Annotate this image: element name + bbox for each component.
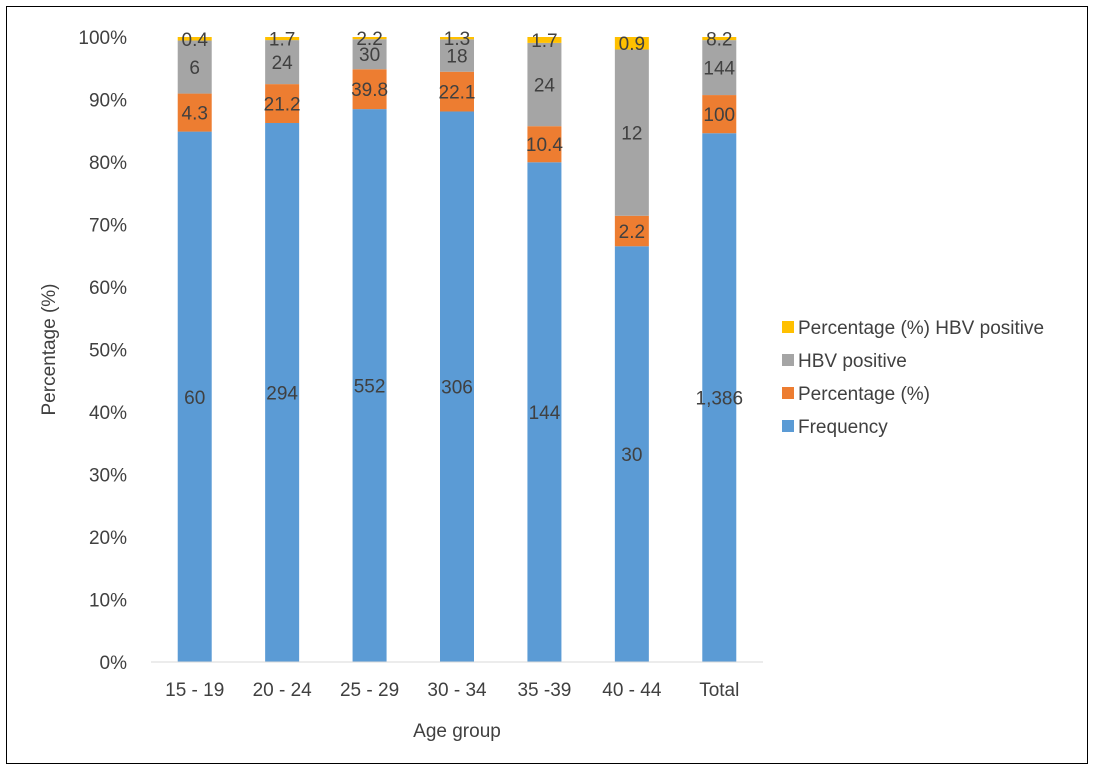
x-tick-label: 30 - 34 [427,680,487,701]
y-tick-label: 70% [89,216,127,237]
y-tick-label: 40% [89,403,127,424]
bar-segment [702,40,737,96]
y-tick-label: 60% [89,278,127,299]
legend-label: Percentage (%) [798,384,930,405]
data-label: 294 [266,383,298,404]
data-label: 21.2 [264,95,301,116]
data-label: 22.1 [439,83,476,104]
bar-segment [352,37,387,40]
legend-swatch [782,387,794,399]
bar-segment [352,109,387,663]
bar-segment [527,126,562,163]
bar-segment [352,69,387,110]
legend-swatch [782,420,794,432]
bar-segment [614,215,649,247]
bar-segment [265,40,300,85]
bar-segment [265,37,300,41]
bar-segment [440,111,474,662]
x-tick-label: 35 -39 [517,680,571,701]
bar-segment [702,133,737,663]
x-tick-label: 15 - 19 [165,680,224,701]
bar-segment [440,37,474,40]
y-axis-title: Percentage (%) [39,283,60,415]
legend-swatch [782,321,794,333]
legend-label: Frequency [798,417,888,438]
bar-segment [527,162,562,662]
data-label: 0.9 [619,34,645,55]
data-label: 30 [621,445,642,466]
data-label: 2.2 [356,29,382,50]
y-axis: 0% 10% 20% 30% 40% 50% 60% 70% 80% 90% 100% [78,28,127,674]
data-label: 0.4 [182,30,209,51]
y-tick-label: 30% [89,466,127,487]
data-label: 306 [441,378,473,399]
bar-segment [440,39,474,72]
data-label: 60 [184,388,205,409]
data-label: 144 [529,403,561,424]
data-label: 12 [621,124,642,145]
bar-segment [614,37,649,50]
y-tick-label: 0% [100,653,128,674]
y-tick-label: 80% [89,153,127,174]
x-axis-title: Age group [413,721,501,742]
data-label: 24 [534,76,556,97]
stacked-bar-chart: 604.360.429421.2241.755239.8302.230622.1… [39,28,1044,742]
y-tick-label: 90% [89,91,127,112]
bar-segment [527,42,562,127]
bars-layer [177,37,737,663]
legend-swatch [782,354,794,366]
x-tick-label: Total [699,680,739,701]
bar-segment [702,95,737,134]
y-tick-label: 50% [89,341,127,362]
bar-segment [440,71,474,112]
data-label: 2.2 [619,222,645,243]
data-label: 100 [703,105,735,126]
data-label: 8.2 [706,30,732,51]
data-label: 39.8 [351,80,388,101]
data-label: 18 [446,47,467,68]
data-labels-layer: 604.360.429421.2241.755239.8302.230622.1… [182,29,744,466]
bar-segment [614,49,649,216]
data-label: 1.7 [269,30,295,51]
data-label: 1.3 [444,29,470,50]
data-label: 30 [359,45,380,66]
legend: Percentage (%) HBV positive HBV positive P… [782,318,1044,438]
bar-segment [177,131,212,662]
legend-label: HBV positive [798,351,907,372]
y-tick-label: 100% [78,28,127,49]
data-label: 4.3 [182,104,208,125]
data-label: 24 [272,53,294,74]
bar-segment [177,37,212,41]
bar-segment [265,84,300,123]
y-tick-label: 10% [89,591,127,612]
data-label: 10.4 [526,135,563,156]
bar-segment [265,122,300,663]
data-label: 552 [354,377,386,398]
x-tick-label: 25 - 29 [340,680,399,701]
bar-segment [702,37,737,41]
x-tick-label: 20 - 24 [253,680,313,701]
bar-segment [352,39,387,70]
chart-frame: 60 4.3 6 0.4 294 21.2 24 1.7 552 39.8 30 2.2 306 22.1… [6,6,1088,764]
x-tick-label: 40 - 44 [602,680,662,701]
y-tick-label: 20% [89,528,127,549]
bar-segment [527,37,562,43]
data-label: 144 [703,59,735,80]
data-label: 1.7 [531,31,557,52]
data-label: 6 [189,58,200,79]
x-axis: 15 - 19 20 - 24 25 - 29 30 - 34 35 -39 40 - 4… [151,661,763,701]
bar-segment [177,93,212,132]
bar-segment [177,40,212,94]
bar-segment [614,246,649,662]
data-label: 1,386 [696,389,744,410]
legend-label: Percentage (%) HBV positive [798,318,1044,339]
